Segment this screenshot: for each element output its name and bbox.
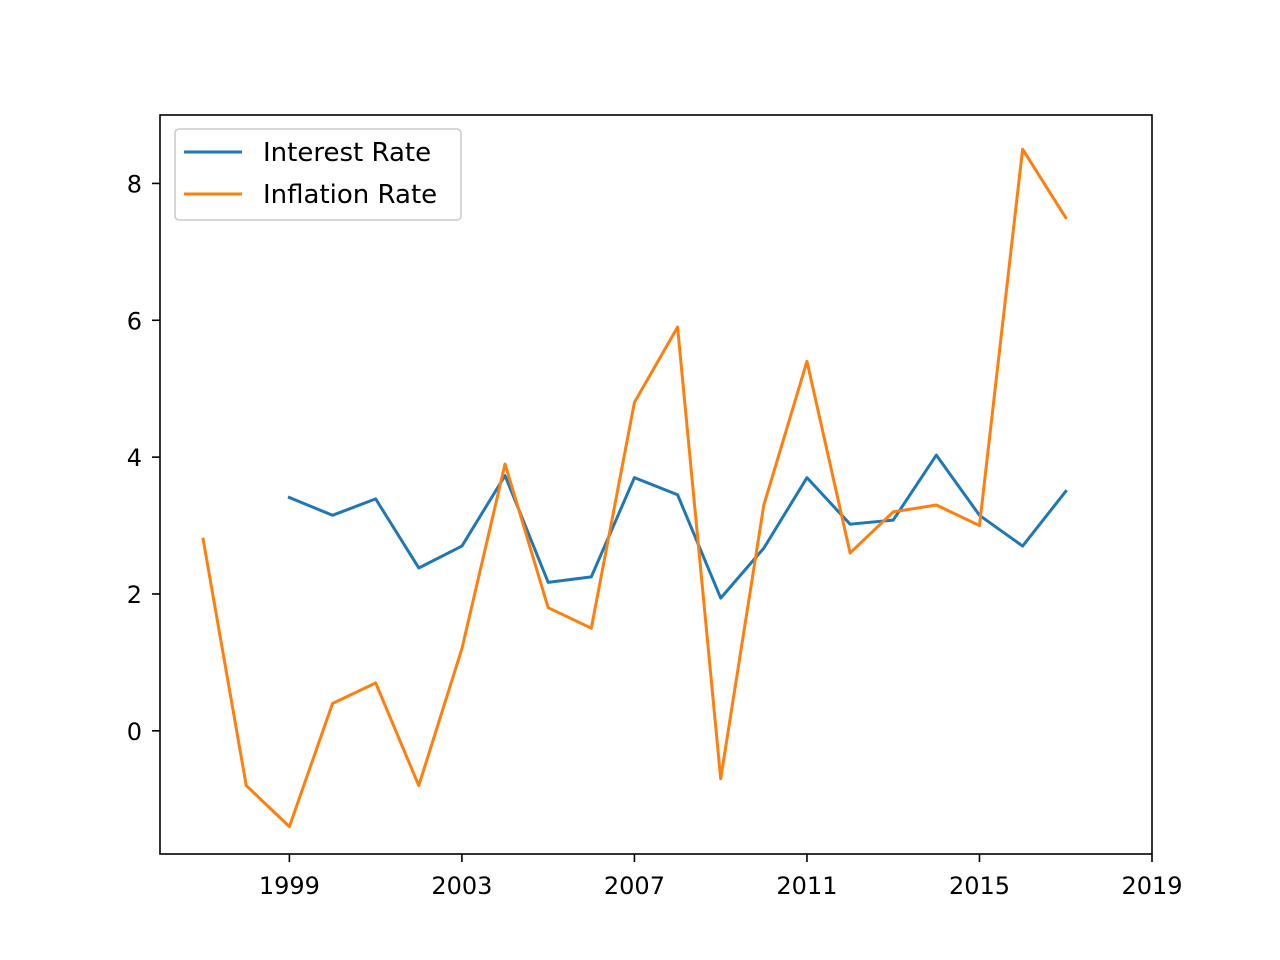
- series-layer: [201, 147, 1068, 829]
- x-tick-label: 2003: [431, 872, 492, 900]
- y-tick-label: 4: [127, 444, 142, 472]
- legend: Interest Rate Inflation Rate: [174, 128, 462, 221]
- x-tick-label: 2007: [604, 872, 665, 900]
- y-tick-label: 8: [127, 170, 142, 198]
- legend-box: [174, 128, 462, 221]
- y-tick-label: 0: [127, 718, 142, 746]
- y-tick-label: 2: [127, 581, 142, 609]
- x-tick-label: 2011: [776, 872, 837, 900]
- plot-frame: [159, 114, 1153, 855]
- legend-label-interest-rate: Interest Rate: [263, 138, 431, 168]
- y-tick-label: 6: [127, 307, 142, 335]
- x-tick-label: 2019: [1121, 872, 1182, 900]
- legend-label-inflation-rate: Inflation Rate: [263, 180, 437, 210]
- plot-area: [159, 114, 1153, 855]
- x-axis: 1999 2003 2007 2011 2015 2019: [259, 854, 1183, 900]
- x-tick-label: 1999: [259, 872, 320, 900]
- y-axis: 0 2 4 6 8: [127, 170, 160, 746]
- x-tick-label: 2015: [949, 872, 1010, 900]
